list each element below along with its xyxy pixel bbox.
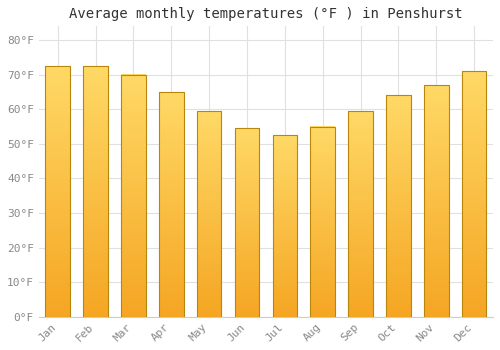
Bar <box>462 71 486 317</box>
Bar <box>46 66 70 317</box>
Bar <box>424 85 448 317</box>
Bar <box>348 111 373 317</box>
Bar <box>386 96 410 317</box>
Bar <box>197 111 222 317</box>
Bar <box>234 128 260 317</box>
Bar <box>159 92 184 317</box>
Bar <box>310 127 335 317</box>
Title: Average monthly temperatures (°F ) in Penshurst: Average monthly temperatures (°F ) in Pe… <box>69 7 462 21</box>
Bar <box>121 75 146 317</box>
Bar <box>272 135 297 317</box>
Bar <box>84 66 108 317</box>
